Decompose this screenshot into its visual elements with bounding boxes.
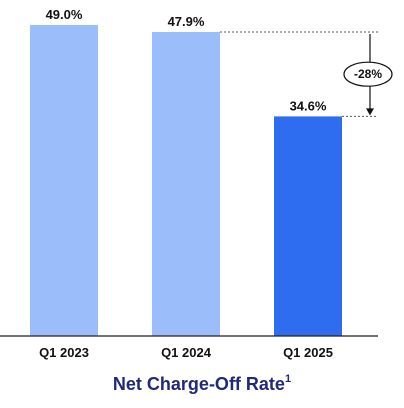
bar-q1-2023 xyxy=(30,25,98,336)
category-label-q1-2023: Q1 2023 xyxy=(39,345,89,360)
change-bubble xyxy=(343,61,393,87)
change-label: -28% xyxy=(354,67,382,81)
value-label-q1-2025: 34.6% xyxy=(290,98,327,113)
chart-area: -28% 49.0% Q1 2023 47.9% Q1 2024 34.6% Q1 202… xyxy=(0,7,393,360)
bar-q1-2025 xyxy=(274,116,342,336)
bars-group xyxy=(30,25,342,337)
change-annotation: -28% xyxy=(220,31,393,117)
category-label-q1-2025: Q1 2025 xyxy=(283,345,333,360)
category-label-q1-2024: Q1 2024 xyxy=(161,345,212,360)
bar-q1-2024 xyxy=(152,31,220,337)
labels-group: 49.0% Q1 2023 47.9% Q1 2024 34.6% Q1 2025 xyxy=(39,7,333,360)
chart-title: Net Charge-Off Rate1 xyxy=(0,373,404,395)
chart-title-footnote-marker: 1 xyxy=(284,373,292,385)
arrow-head xyxy=(366,108,374,116)
value-label-q1-2023: 49.0% xyxy=(46,7,83,22)
chart-title-text: Net Charge-Off Rate xyxy=(112,374,285,394)
value-label-q1-2024: 47.9% xyxy=(168,14,205,29)
